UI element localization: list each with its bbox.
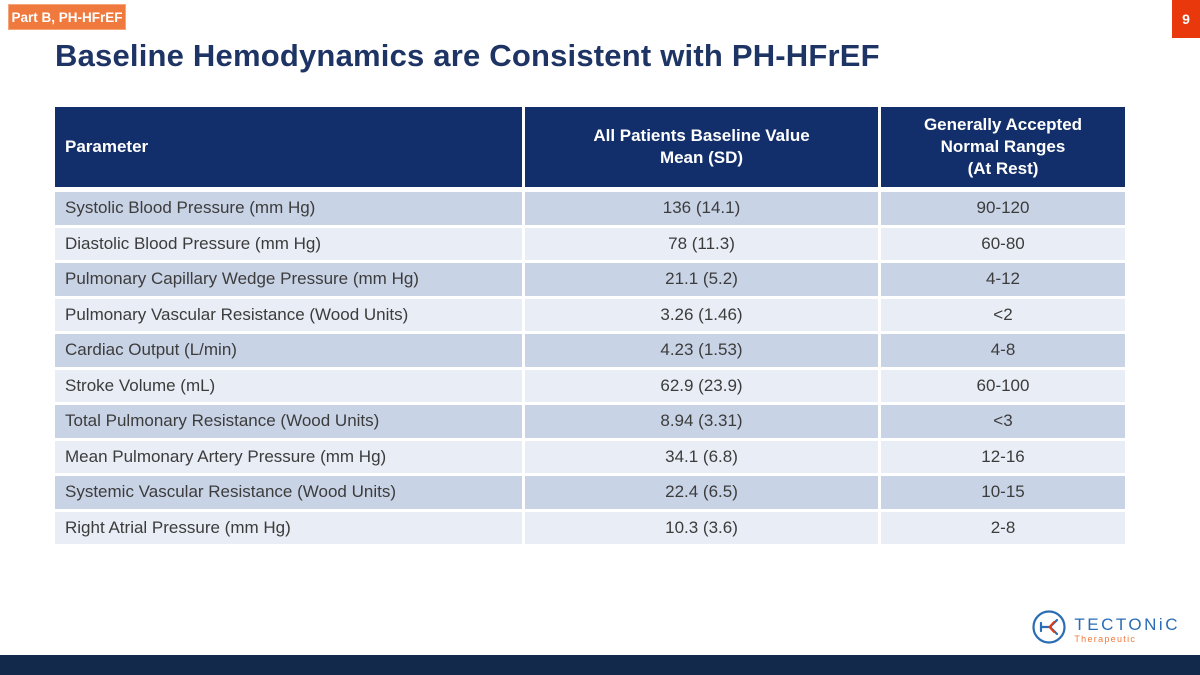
parameter-cell: Total Pulmonary Resistance (Wood Units) [55,405,525,438]
normal-range-cell: <2 [993,304,1013,324]
baseline-cell: 10.3 (3.6) [525,511,881,544]
logo-subtitle: Therapeutic [1074,633,1137,644]
parameter-cell: Systolic Blood Pressure (mm Hg) [55,192,525,225]
table-row: Systolic Blood Pressure (mm Hg) 136 (14.… [55,192,1125,225]
parameter-cell: Cardiac Output (L/min) [55,334,525,367]
part-badge: Part B, PH-HFrEF [8,4,126,30]
baseline-cell: 22.4 (6.5) [525,476,881,509]
logo-brand: TECTONiC [1074,614,1180,634]
normal-range-cell: 4-12 [985,269,1021,289]
hemodynamics-table: Parameter All Patients Baseline Value Me… [55,107,1125,547]
parameter-cell: Stroke Volume (mL) [55,369,525,402]
normal-range-cell: 4-8 [990,340,1016,360]
parameter-cell: Pulmonary Vascular Resistance (Wood Unit… [55,298,525,331]
parameter-cell: Diastolic Blood Pressure (mm Hg) [55,227,525,260]
baseline-cell: 62.9 (23.9) [525,369,881,402]
table-row: Diastolic Blood Pressure (mm Hg) 78 (11.… [55,227,1125,260]
page-number: 9 [1172,0,1200,38]
table-body: Systolic Blood Pressure (mm Hg) 136 (14.… [55,192,1125,544]
baseline-cell: 78 (11.3) [525,227,881,260]
baseline-cell: 3.26 (1.46) [525,298,881,331]
header-parameter: Parameter [55,107,525,187]
normal-range-cell: <3 [993,411,1013,431]
parameter-cell: Systemic Vascular Resistance (Wood Units… [55,476,525,509]
table-row: Stroke Volume (mL) 62.9 (23.9) 60-100 [55,369,1125,402]
baseline-cell: 136 (14.1) [525,192,881,225]
parameter-cell: Right Atrial Pressure (mm Hg) [55,511,525,544]
normal-range-cell: 60-100 [976,375,1030,395]
table-row: Pulmonary Capillary Wedge Pressure (mm H… [55,263,1125,296]
logo-text: TECTONiC Therapeutic [1074,616,1180,644]
parameter-cell: Mean Pulmonary Artery Pressure (mm Hg) [55,440,525,473]
table-row: Mean Pulmonary Artery Pressure (mm Hg) 3… [55,440,1125,473]
baseline-cell: 21.1 (5.2) [525,263,881,296]
baseline-cell: 4.23 (1.53) [525,334,881,367]
baseline-cell: 8.94 (3.31) [525,405,881,438]
parameter-cell: Pulmonary Capillary Wedge Pressure (mm H… [55,263,525,296]
normal-range-cell: 60-80 [981,233,1025,253]
table-row: Total Pulmonary Resistance (Wood Units) … [55,405,1125,438]
normal-range-cell: 12-16 [981,446,1025,466]
table-row: Pulmonary Vascular Resistance (Wood Unit… [55,298,1125,331]
table-header-row: Parameter All Patients Baseline Value Me… [55,107,1125,187]
header-baseline: All Patients Baseline Value Mean (SD) [525,107,881,187]
baseline-cell: 34.1 (6.8) [525,440,881,473]
tectonic-logo: TECTONiC Therapeutic [1031,609,1180,650]
footer-bar [0,655,1200,675]
normal-range-cell: 10-15 [981,482,1025,502]
table-row: Systemic Vascular Resistance (Wood Units… [55,476,1125,509]
normal-range-cell: 90-120 [976,198,1030,218]
normal-range-cell: 2-8 [990,517,1016,537]
header-normal-range: Generally Accepted Normal Ranges (At Res… [923,114,1083,179]
tectonic-logo-icon [1031,609,1067,650]
table-row: Cardiac Output (L/min) 4.23 (1.53) 4-8 [55,334,1125,367]
slide-title: Baseline Hemodynamics are Consistent wit… [55,38,880,73]
table-row: Right Atrial Pressure (mm Hg) 10.3 (3.6)… [55,511,1125,544]
